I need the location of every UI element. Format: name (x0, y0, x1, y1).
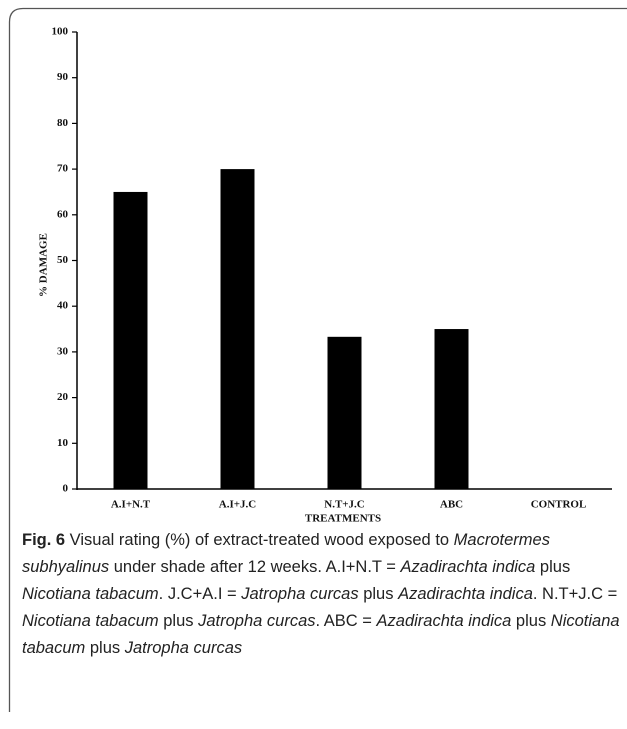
caption-text: under shade after 12 weeks. A.I+N.T = (109, 558, 401, 576)
y-tick-label: 20 (57, 391, 69, 403)
caption-text: Jatropha curcas (124, 639, 243, 657)
caption-text: plus (85, 639, 125, 657)
caption-text: . J.C+A.I = (158, 585, 242, 603)
caption-text: Jatropha curcas (198, 612, 316, 630)
y-tick-label: 50 (57, 254, 69, 266)
y-tick-label: 10 (57, 437, 69, 449)
y-tick-label: 90 (57, 71, 69, 83)
caption-text: . N.T+J.C = (532, 585, 618, 603)
caption-text: Jatropha curcas (241, 585, 359, 603)
bar (113, 191, 148, 489)
caption-text: Macrotermes subhyalinus (22, 531, 550, 576)
y-tick-label: 80 (57, 117, 69, 129)
caption-text: . ABC = (315, 612, 377, 630)
frame (8, 7, 627, 712)
bar (220, 169, 255, 489)
caption-text: plus (358, 585, 399, 603)
caption-text: plus (535, 558, 571, 576)
x-tick-label: ABC (440, 499, 463, 511)
caption-text: plus (511, 612, 551, 630)
x-tick-label: A.I+N.T (111, 499, 151, 511)
x-axis-label: TREATMENTS (305, 513, 381, 525)
caption-text: plus (158, 612, 199, 630)
y-axis-label: % DAMAGE (38, 233, 50, 297)
bar (434, 329, 469, 489)
caption-text: Azadirachta indica (398, 585, 533, 603)
y-tick-label: 60 (57, 208, 69, 220)
caption-label: Fig. 6 (22, 531, 66, 549)
y-tick-label: 30 (57, 345, 69, 357)
caption-text: Nicotiana tabacum (22, 612, 159, 630)
x-tick-label: N.T+J.C (324, 499, 365, 511)
caption: Fig. 6 Visual rating (%) of extract-trea… (22, 527, 622, 662)
bar (327, 336, 362, 489)
y-tick-label: 40 (57, 300, 69, 312)
x-tick-label: CONTROL (531, 499, 587, 511)
x-tick-label: A.I+J.C (219, 499, 256, 511)
y-tick-label: 70 (57, 163, 69, 175)
y-tick-label: 100 (52, 26, 69, 38)
caption-text: Visual rating (%) of extract-treated woo… (65, 531, 454, 549)
caption-text: Azadirachta indica (376, 612, 512, 630)
y-tick-label: 0 (63, 483, 69, 495)
caption-text: Azadirachta indica (400, 558, 536, 576)
caption-text: Nicotiana tabacum (22, 612, 620, 657)
caption-text: Nicotiana tabacum (22, 585, 159, 603)
